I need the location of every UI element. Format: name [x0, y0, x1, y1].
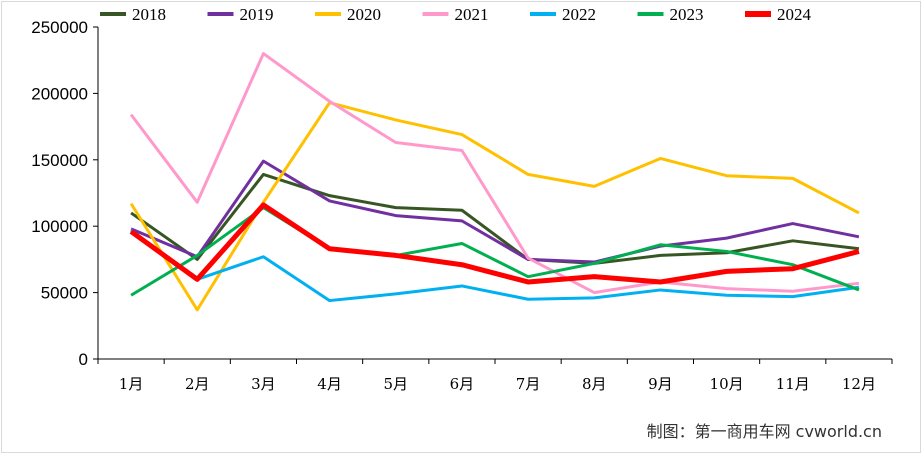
series-line-2023	[130, 206, 860, 297]
legend-label: 2021	[455, 5, 489, 24]
x-tick-label: 11月	[776, 375, 810, 393]
y-tick-label: 100000	[31, 217, 88, 236]
legend-label: 2023	[670, 5, 704, 24]
y-tick-label: 200000	[31, 84, 88, 103]
x-tick-label: 2月	[185, 375, 210, 393]
y-tick-label: 250000	[31, 18, 88, 37]
legend-label: 2022	[562, 5, 596, 24]
y-tick-label: 0	[79, 350, 88, 369]
x-tick-label: 9月	[648, 375, 673, 393]
x-tick-label: 1月	[119, 375, 144, 393]
x-tick-label: 7月	[516, 375, 541, 393]
series-line-2024	[129, 202, 860, 285]
source-note: 制图：第一商用车网 cvworld.cn	[646, 422, 882, 441]
series-line-2021	[129, 52, 860, 295]
x-tick-label: 10月	[710, 375, 744, 393]
x-tick-label: 5月	[383, 375, 408, 393]
x-tick-label: 6月	[450, 375, 475, 393]
series-line-2019	[130, 159, 860, 264]
x-tick-label: 8月	[582, 375, 607, 393]
y-tick-label: 150000	[31, 151, 88, 170]
legend-label: 2024	[777, 5, 812, 24]
legend-label: 2020	[347, 5, 381, 24]
series-line-2018	[130, 172, 860, 265]
x-tick-label: 4月	[317, 375, 342, 393]
x-tick-label: 12月	[842, 375, 876, 393]
x-tick-label: 3月	[251, 375, 276, 393]
legend-label: 2019	[240, 5, 274, 24]
legend-label: 2018	[132, 5, 166, 24]
y-tick-label: 50000	[41, 284, 88, 303]
series-line-2022	[130, 228, 860, 303]
